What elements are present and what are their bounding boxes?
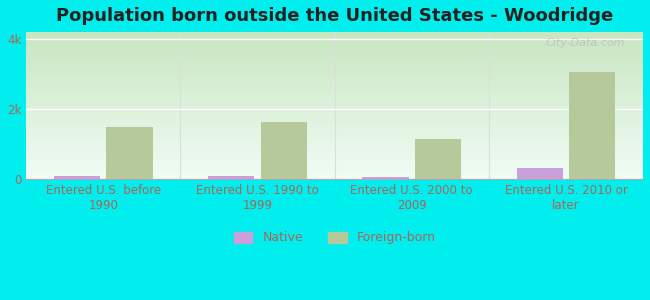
Bar [261, 122, 307, 179]
Bar [517, 168, 563, 179]
Bar [569, 72, 616, 179]
Bar [54, 176, 100, 179]
Bar [107, 127, 153, 179]
Bar [415, 139, 461, 179]
Text: City-Data.com: City-Data.com [545, 38, 625, 48]
Bar [363, 177, 409, 179]
Title: Population born outside the United States - Woodridge: Population born outside the United State… [56, 7, 613, 25]
Legend: Native, Foreign-born: Native, Foreign-born [229, 226, 441, 249]
Bar [208, 176, 254, 179]
